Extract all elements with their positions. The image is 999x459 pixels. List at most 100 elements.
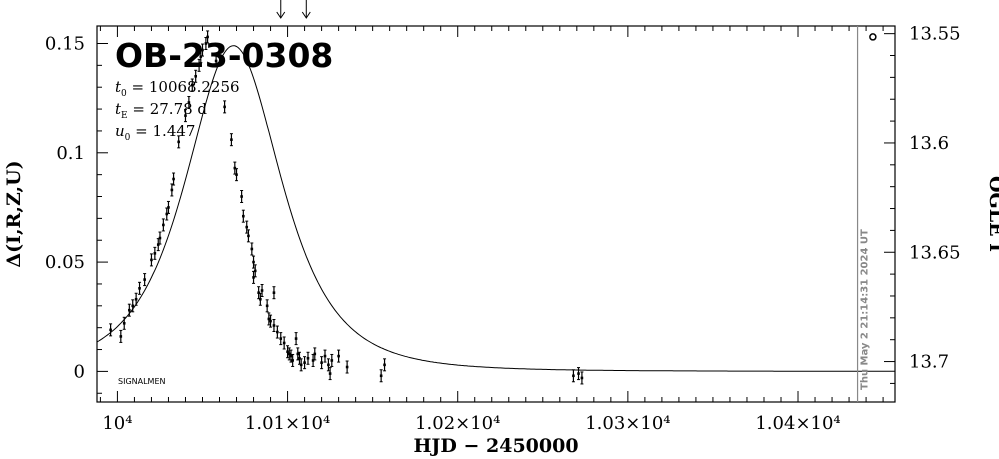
point-marker [197, 64, 201, 67]
data-point [204, 36, 208, 50]
data-point [206, 30, 210, 44]
point-marker [172, 177, 175, 181]
data-point [214, 54, 218, 68]
y-axis-label-left: Δ(I,R,Z,U) [3, 160, 25, 267]
data-point [138, 281, 142, 295]
data-point [258, 292, 262, 306]
time-arrow-head [301, 11, 311, 19]
point-marker [184, 114, 187, 117]
data-point [328, 367, 332, 381]
data-point [383, 358, 387, 372]
point-marker [190, 83, 194, 87]
point-marker [337, 354, 340, 358]
y-tick-label: 0.1 [56, 143, 85, 164]
data-point [294, 332, 298, 346]
point-marker [201, 48, 204, 52]
data-point [187, 96, 191, 110]
point-marker [265, 304, 269, 308]
time-arrow-head [276, 11, 286, 19]
point-marker [252, 276, 255, 279]
point-marker [109, 328, 112, 332]
point-marker [156, 243, 160, 246]
data-point [127, 303, 131, 317]
y-axis-label-right: OGLE I [985, 176, 999, 252]
x-tick-label: 1.03×10⁴ [585, 413, 670, 434]
data-point [287, 347, 291, 361]
x-axis-label: HJD − 2450000 [413, 435, 578, 457]
data-point [109, 323, 113, 337]
data-point [252, 270, 256, 284]
point-marker [383, 363, 386, 367]
param-line: tE = 27.78 d [115, 100, 207, 121]
point-marker [327, 363, 330, 367]
point-marker [267, 317, 271, 321]
point-marker [214, 59, 218, 63]
point-marker [170, 188, 174, 192]
point-marker [572, 374, 575, 378]
point-marker [187, 101, 191, 104]
point-marker [223, 105, 226, 109]
data-point [345, 360, 349, 374]
point-marker [580, 376, 584, 380]
point-marker [299, 363, 303, 367]
point-marker [250, 247, 254, 251]
point-marker [206, 35, 209, 39]
point-marker [272, 291, 276, 294]
point-marker [282, 341, 286, 345]
data-point [577, 367, 581, 381]
point-marker [294, 337, 298, 340]
point-marker [291, 359, 294, 362]
data-point [299, 358, 303, 372]
data-point [269, 314, 273, 328]
plot-frame [96, 25, 896, 403]
point-marker [119, 335, 123, 338]
data-point [253, 264, 257, 278]
point-marker [165, 212, 169, 216]
point-marker [320, 361, 323, 364]
data-point [170, 183, 174, 197]
point-marker [134, 297, 138, 301]
data-point [158, 231, 162, 245]
data-point [337, 349, 341, 363]
point-marker [204, 42, 208, 45]
data-point [229, 133, 233, 147]
point-marker [289, 354, 293, 358]
data-point [177, 135, 181, 149]
point-marker [279, 337, 283, 340]
now-label: Thu May 2 21:14:31 2024 UT [860, 229, 871, 390]
data-point [235, 168, 239, 182]
data-point [172, 172, 176, 186]
data-point [257, 286, 261, 300]
data-point [183, 109, 187, 123]
y-tick-label: 0.05 [45, 252, 85, 273]
point-marker [128, 308, 131, 312]
point-marker [242, 214, 245, 218]
y-tick-label: 0.15 [45, 33, 85, 54]
point-marker [162, 223, 165, 227]
data-point [289, 349, 293, 363]
data-point [156, 238, 160, 252]
right-tick-label: 13.7 [909, 352, 949, 373]
data-point [197, 58, 201, 72]
point-marker [276, 330, 279, 334]
data-point [134, 292, 138, 306]
point-marker [138, 287, 141, 290]
data-point [119, 329, 123, 343]
data-point [245, 220, 249, 234]
data-point [279, 332, 283, 346]
data-point [320, 356, 324, 370]
point-marker [306, 356, 310, 360]
point-marker [330, 359, 334, 362]
data-point [275, 325, 279, 339]
point-marker [323, 354, 327, 358]
data-point [131, 299, 135, 313]
footer-label: SIGNALMEN [118, 377, 166, 386]
point-marker [240, 195, 243, 198]
point-marker [143, 278, 146, 281]
point-marker [260, 289, 264, 292]
data-point [296, 347, 300, 361]
point-marker [269, 319, 272, 323]
point-marker [199, 55, 203, 58]
x-tick-label: 1.04×10⁴ [755, 413, 840, 434]
